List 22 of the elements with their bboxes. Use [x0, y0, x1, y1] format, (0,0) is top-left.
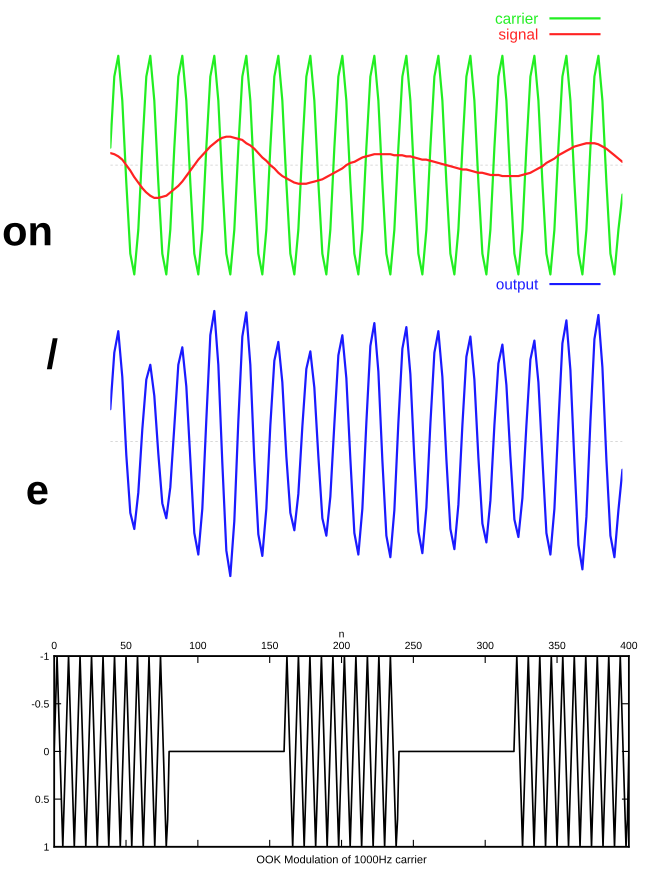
- x-tick-label: 100: [190, 642, 206, 650]
- x-tick-label: 0: [52, 642, 57, 650]
- x-tick-label: 350: [548, 642, 566, 650]
- y-tick-label: 1: [44, 843, 49, 851]
- x-tick-label: 150: [262, 642, 278, 650]
- x-tick-label: 50: [120, 642, 132, 650]
- y-tick-label: 0: [44, 748, 49, 756]
- text: /: [46, 338, 58, 370]
- y-tick-label: 0.5: [35, 796, 49, 803]
- text: on: [4, 222, 50, 246]
- x-tick-label: 300: [476, 642, 494, 650]
- y-tick-label: -1: [40, 652, 49, 660]
- x-tick-label: 250: [405, 642, 422, 650]
- legend-label: output: [496, 280, 538, 293]
- x-tick-label: 400: [620, 642, 638, 650]
- y-tick-label: -0.5: [32, 700, 49, 708]
- x-tick-label: 200: [333, 642, 350, 650]
- text: OOK Modulation of 1000Hz carrier: [256, 855, 427, 864]
- text: e: [27, 482, 48, 505]
- legend-label: carrier: [496, 12, 538, 24]
- x-axis-title: n: [339, 632, 344, 638]
- legend-label: signal: [498, 28, 538, 43]
